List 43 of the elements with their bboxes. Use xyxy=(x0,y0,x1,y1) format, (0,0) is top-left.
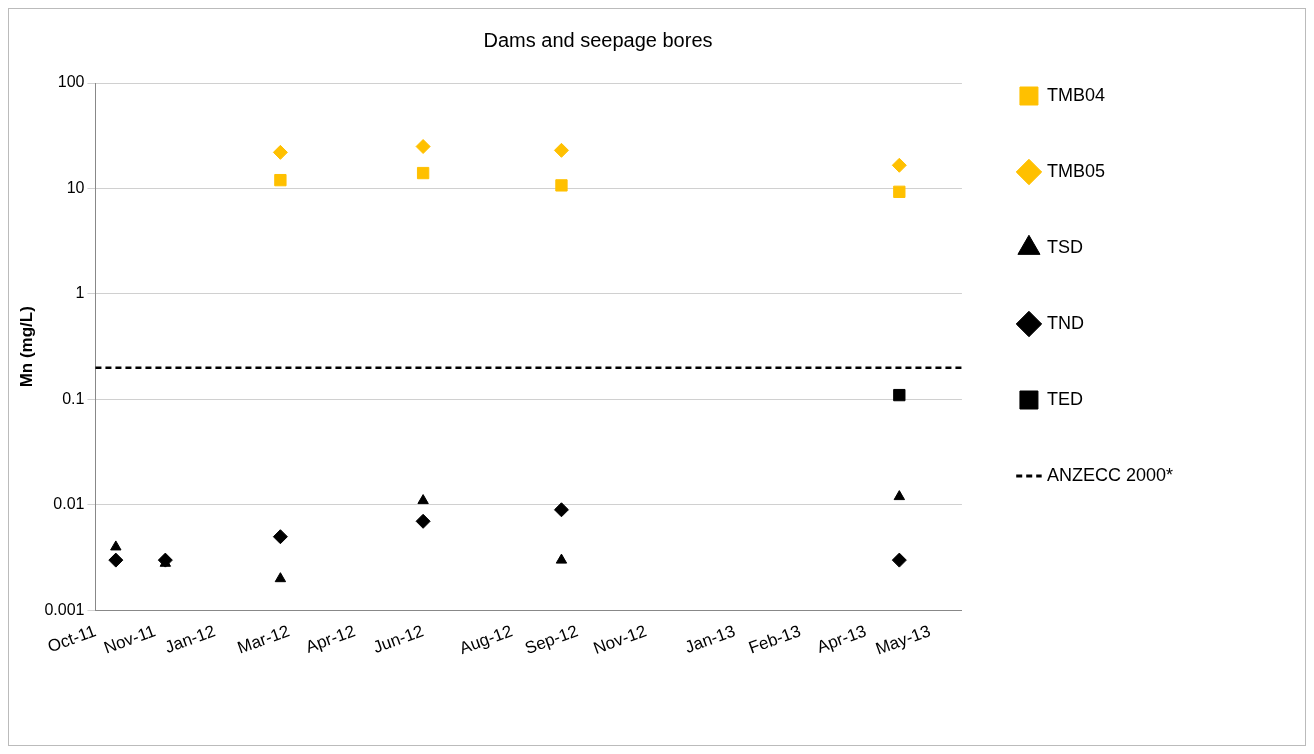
point xyxy=(415,139,431,155)
legend-label: TMB05 xyxy=(1046,160,1105,181)
point xyxy=(272,529,288,545)
point xyxy=(553,502,569,518)
point xyxy=(417,494,429,505)
point xyxy=(891,157,907,173)
point xyxy=(108,552,124,568)
point xyxy=(553,142,569,158)
x-tick-label: Apr-13 xyxy=(814,621,869,657)
y-tick-label: 100 xyxy=(57,73,85,91)
x-tick-label: Jan-12 xyxy=(162,621,218,657)
legend-label: ANZECC 2000* xyxy=(1046,464,1174,485)
legend-label: TED xyxy=(1046,388,1083,409)
x-tick-label: Feb-13 xyxy=(746,621,804,658)
point xyxy=(893,185,906,198)
point xyxy=(110,540,122,551)
x-tick-label: Mar-12 xyxy=(234,621,293,658)
y-tick-label: 10 xyxy=(66,178,85,196)
x-tick-label: Oct-11 xyxy=(45,621,99,657)
point xyxy=(891,552,907,568)
legend-label: TND xyxy=(1046,312,1084,333)
x-tick-label: Nov-11 xyxy=(101,621,159,658)
point xyxy=(893,490,906,501)
point xyxy=(274,173,287,187)
point xyxy=(555,553,568,564)
point xyxy=(416,166,430,180)
y-tick-label: 0.1 xyxy=(62,389,85,407)
y-tick-label: 0.01 xyxy=(53,495,85,513)
x-tick-label: Jan-13 xyxy=(682,621,738,657)
point xyxy=(555,179,568,192)
y-axis-title: Mn (mg/L) xyxy=(16,306,36,388)
x-tick-label: Sep-12 xyxy=(522,621,581,658)
point xyxy=(274,572,287,583)
legend-label: TSD xyxy=(1046,236,1083,257)
y-tick-label: 1 xyxy=(75,284,85,302)
point xyxy=(415,513,431,529)
y-tick-label: 0.001 xyxy=(44,600,85,618)
point xyxy=(893,388,906,402)
chart-title: Dams and seepage bores xyxy=(483,28,713,51)
x-tick-label: Apr-12 xyxy=(303,621,358,657)
x-tick-label: Jun-12 xyxy=(370,621,427,657)
point xyxy=(272,144,288,160)
legend-label: TMB04 xyxy=(1046,84,1105,105)
